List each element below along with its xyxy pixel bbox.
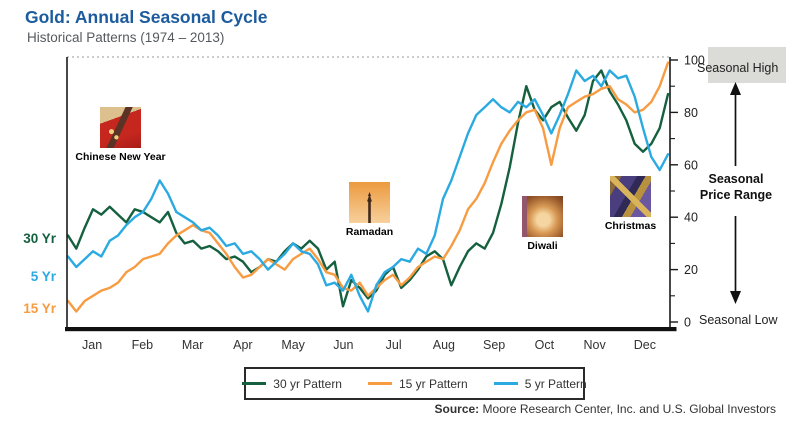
legend-item-15-yr-pattern: 15 yr Pattern — [367, 376, 468, 391]
x-tick-label: Jul — [386, 338, 402, 352]
x-tick-label: Jan — [82, 338, 102, 352]
legend-label: 30 yr Pattern — [273, 376, 342, 391]
annotation-label: Diwali — [527, 240, 558, 252]
series-line-5-yr-pattern — [66, 69, 670, 313]
annotation-chinese-new-year: Chinese New Year — [75, 107, 166, 163]
series-label-30yr: 30 Yr — [23, 231, 56, 246]
page-subtitle: Historical Patterns (1974 – 2013) — [27, 30, 225, 45]
y-tick-label: 40 — [684, 211, 698, 225]
annotation-label: Chinese New Year — [75, 151, 166, 163]
up-arrow-icon — [730, 82, 741, 166]
x-tick-label: Aug — [433, 338, 455, 352]
source-text: Moore Research Center, Inc. and U.S. Glo… — [479, 402, 776, 416]
series-label-5yr: 5 Yr — [30, 269, 56, 284]
annotation-christmas: Christmas — [605, 176, 656, 232]
source-line: Source: Moore Research Center, Inc. and … — [435, 402, 777, 416]
x-tick-label: Jun — [333, 338, 353, 352]
legend-label: 15 yr Pattern — [398, 376, 468, 391]
chart-legend: 30 yr Pattern 15 yr Pattern 5 yr Pattern — [242, 367, 587, 400]
legend-label: 5 yr Pattern — [524, 376, 587, 391]
x-tick-label: Nov — [584, 338, 607, 352]
annotation-diwali: Diwali — [522, 196, 563, 252]
chinese-new-year-image — [100, 107, 141, 148]
legend-swatch-icon — [493, 381, 518, 386]
legend-swatch-icon — [242, 381, 267, 386]
annotation-label: Ramadan — [345, 226, 394, 238]
x-tick-label: Mar — [182, 338, 204, 352]
x-tick-label: May — [281, 338, 305, 352]
series-label-15yr: 15 Yr — [23, 301, 56, 316]
ramadan-image — [349, 182, 390, 223]
y-tick-label: 20 — [684, 263, 698, 277]
series-line-15-yr-pattern — [66, 61, 670, 313]
source-prefix: Source: — [434, 402, 480, 416]
x-tick-label: Sep — [483, 338, 505, 352]
seasonal-high-label: Seasonal High — [697, 61, 779, 75]
page-title: Gold: Annual Seasonal Cycle — [25, 7, 268, 27]
down-arrow-icon — [730, 216, 741, 304]
x-tick-label: Dec — [634, 338, 656, 352]
y-tick-label: 100 — [684, 54, 705, 68]
annotation-ramadan: Ramadan — [345, 182, 394, 238]
seasonal-price-range-label: Seasonal Price Range — [688, 171, 784, 203]
y-tick-label: 60 — [684, 158, 698, 172]
christmas-image — [610, 176, 651, 217]
legend-item-5-yr-pattern: 5 yr Pattern — [493, 376, 587, 391]
diwali-image — [522, 196, 563, 237]
annotation-label: Christmas — [604, 220, 657, 232]
seasonal-price-range-line1: Seasonal — [708, 172, 764, 186]
seasonal-high-highlight-box — [708, 47, 786, 83]
y-tick-label: 80 — [684, 106, 698, 120]
minaret-icon — [367, 192, 372, 223]
x-tick-label: Feb — [132, 338, 154, 352]
legend-item-30-yr-pattern: 30 yr Pattern — [242, 377, 342, 391]
seasonal-price-range-line2: Price Range — [699, 188, 773, 202]
x-tick-label: Apr — [233, 338, 252, 352]
y-tick-label: 0 — [684, 316, 691, 330]
series-line-30-yr-pattern — [66, 69, 670, 308]
seasonal-low-label: Seasonal Low — [699, 313, 778, 327]
legend-swatch-icon — [367, 381, 392, 386]
x-tick-label: Oct — [535, 338, 555, 352]
bottom-axis — [65, 327, 677, 332]
